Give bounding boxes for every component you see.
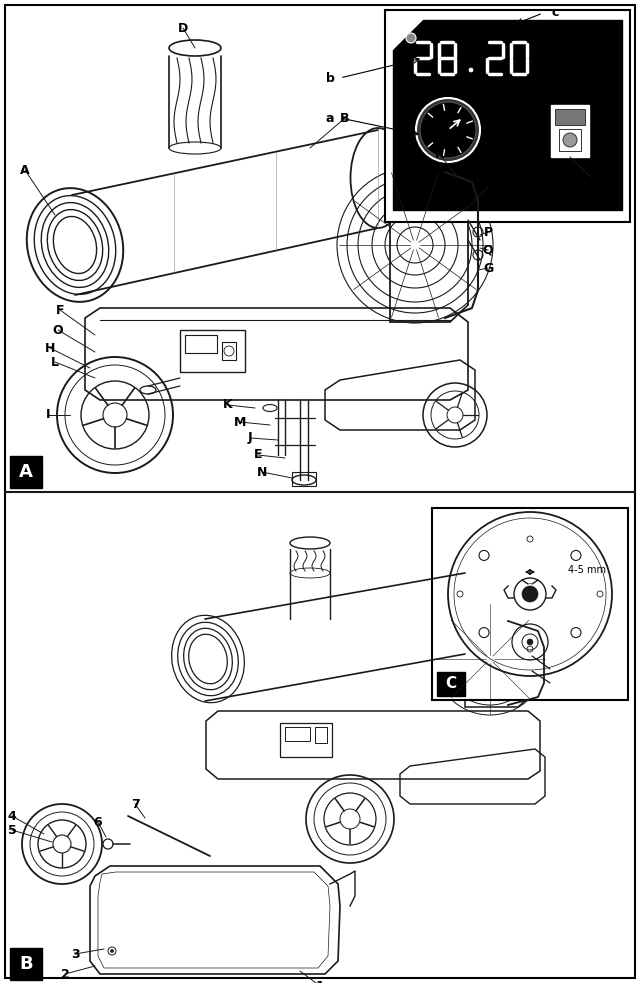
Text: A: A (20, 163, 30, 177)
Text: B: B (19, 955, 33, 973)
Bar (559, 129, 581, 151)
Bar (437, 672, 465, 696)
Text: R: R (435, 148, 445, 161)
Text: F: F (56, 304, 64, 317)
Text: 6: 6 (93, 816, 102, 829)
Bar (222, 342, 236, 360)
Bar (180, 330, 245, 372)
Circle shape (416, 98, 480, 162)
Text: N: N (257, 466, 267, 479)
Circle shape (406, 33, 416, 43)
Text: 4: 4 (8, 809, 17, 823)
Bar (292, 472, 316, 486)
Bar (10, 456, 42, 488)
Circle shape (522, 586, 538, 602)
Circle shape (527, 639, 533, 645)
Text: 1: 1 (316, 979, 324, 983)
Text: d: d (595, 177, 604, 190)
Text: C: C (445, 676, 456, 691)
Circle shape (469, 68, 473, 72)
Text: E: E (253, 448, 262, 461)
Text: 4-5 mm: 4-5 mm (568, 565, 606, 575)
Bar (185, 335, 217, 353)
Bar (10, 948, 42, 980)
Text: P: P (483, 225, 493, 239)
Text: B: B (340, 111, 349, 125)
Circle shape (420, 102, 476, 158)
Text: K: K (223, 398, 233, 412)
Text: M: M (234, 416, 246, 429)
Circle shape (563, 133, 577, 147)
Text: G: G (483, 261, 493, 274)
Text: O: O (52, 323, 63, 336)
Bar (285, 727, 310, 741)
Text: D: D (178, 22, 188, 34)
Bar (315, 727, 327, 743)
Bar (551, 105, 589, 157)
Text: A: A (19, 463, 33, 481)
Text: Q: Q (483, 244, 493, 257)
Bar (432, 508, 628, 700)
Text: 2: 2 (61, 967, 69, 980)
Text: c: c (551, 7, 559, 20)
Text: I: I (45, 409, 51, 422)
Polygon shape (393, 20, 622, 210)
Polygon shape (90, 866, 340, 974)
Text: C: C (485, 179, 495, 192)
Text: L: L (51, 356, 59, 369)
Text: J: J (248, 432, 252, 444)
Circle shape (111, 950, 113, 953)
Text: b: b (326, 72, 335, 85)
Text: 3: 3 (70, 948, 79, 960)
Bar (385, 10, 630, 222)
Bar (280, 723, 332, 757)
Bar (555, 109, 585, 125)
Text: 7: 7 (131, 797, 140, 811)
Text: 5: 5 (8, 824, 17, 837)
Text: H: H (45, 341, 55, 355)
Text: a: a (326, 111, 334, 125)
